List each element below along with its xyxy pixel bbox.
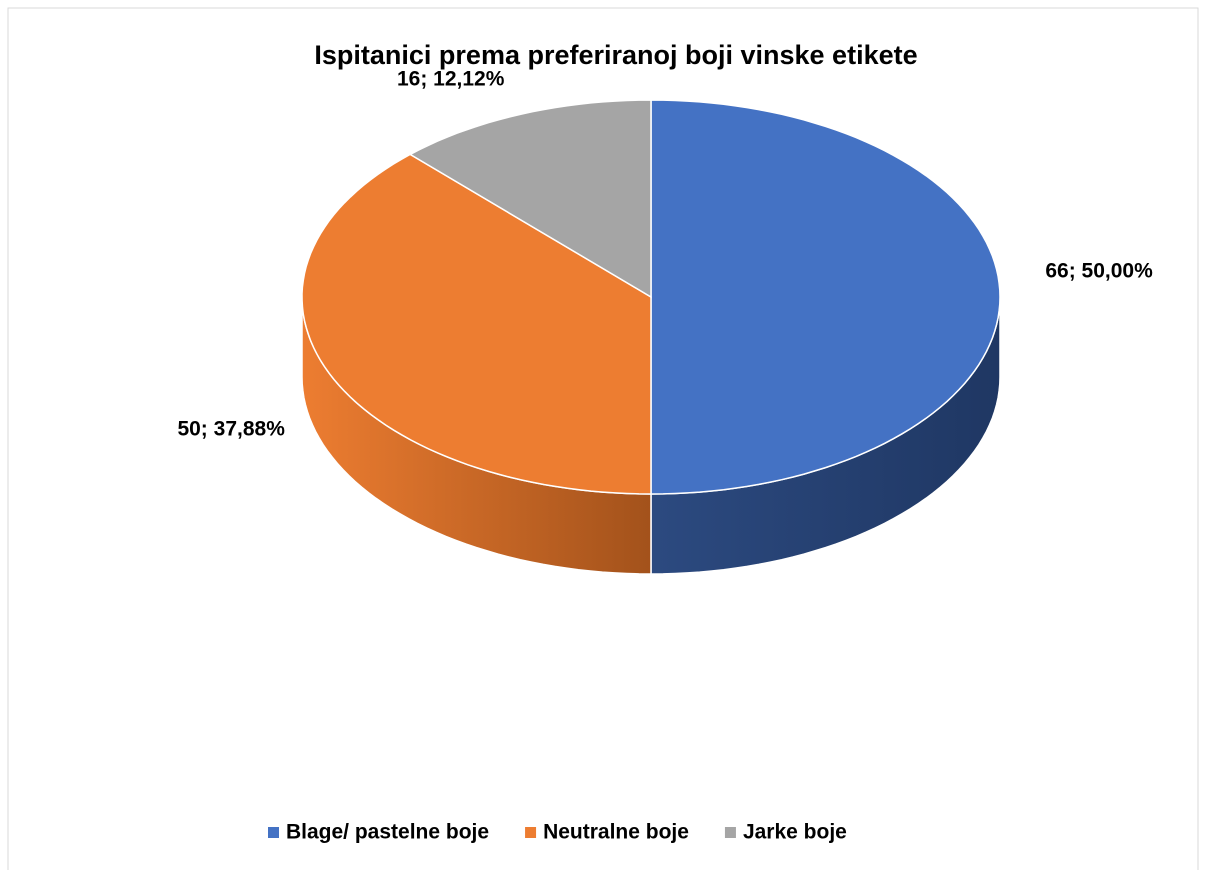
pie-slice [650, 99, 1001, 495]
data-label: 66; 50,00% [1045, 260, 1153, 283]
legend-label: Neutralne boje [543, 821, 689, 844]
data-label: 16; 12,12% [397, 68, 505, 91]
data-label: 50; 37,88% [177, 417, 285, 440]
data-labels: 66; 50,00% 50; 37,88% 16; 12,12% [177, 68, 1153, 441]
legend-swatch [724, 827, 736, 838]
legend: Blage/ pastelne boje Neutralne boje Jarke … [268, 821, 847, 844]
pie-slice [408, 99, 652, 299]
pie-slice [301, 153, 652, 495]
chart-title: Ispitanici prema preferiranoj boji vinsk… [314, 40, 917, 70]
legend-swatch [525, 827, 537, 838]
pie-tops [301, 99, 1001, 495]
legend-label: Jarke boje [743, 821, 847, 844]
legend-swatch [268, 827, 279, 838]
legend-label: Blage/ pastelne boje [286, 821, 489, 844]
